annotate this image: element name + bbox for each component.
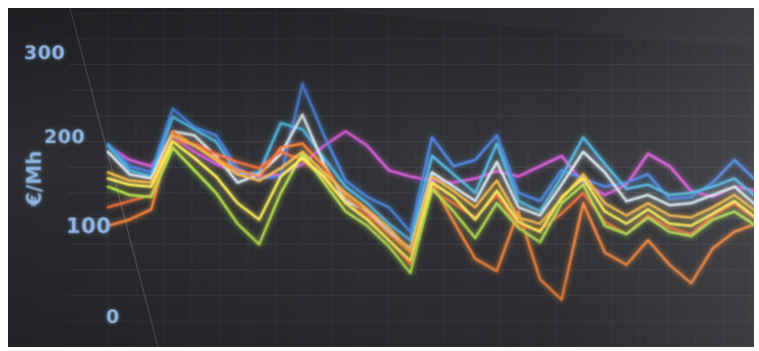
y-axis-label: €/Mh: [22, 150, 46, 206]
y-tick-label: 300: [24, 42, 66, 64]
y-tick-label: 100: [66, 214, 112, 238]
monitor-screen: 300 200 100 0 €/Mh: [8, 8, 754, 347]
y-tick-label: 200: [44, 126, 86, 148]
line-chart: [8, 8, 754, 347]
y-tick-label: 0: [106, 306, 120, 328]
